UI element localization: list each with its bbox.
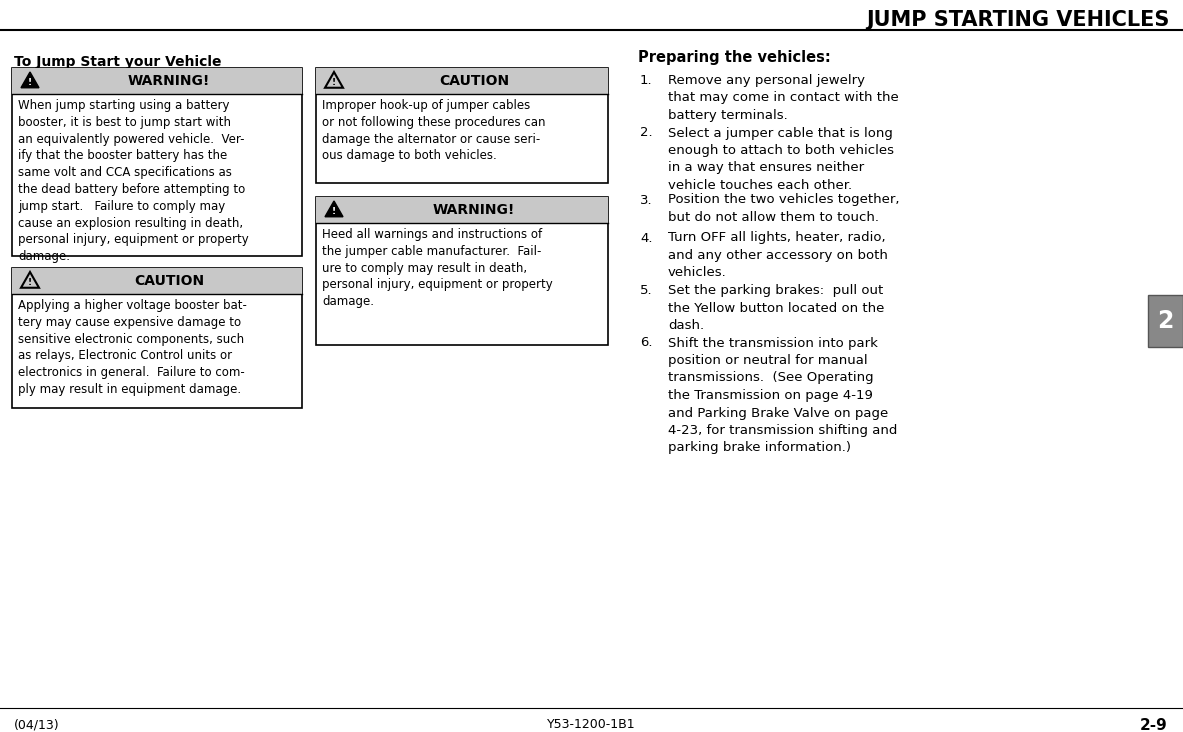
Text: WARNING!: WARNING! bbox=[433, 203, 515, 217]
Text: 6.: 6. bbox=[640, 337, 653, 349]
Polygon shape bbox=[21, 272, 39, 288]
Text: Preparing the vehicles:: Preparing the vehicles: bbox=[638, 50, 830, 65]
Text: JUMP STARTING VEHICLES: JUMP STARTING VEHICLES bbox=[867, 10, 1170, 30]
Text: !: ! bbox=[28, 278, 32, 287]
Text: 5.: 5. bbox=[640, 284, 653, 297]
Text: Improper hook-up of jumper cables
or not following these procedures can
damage t: Improper hook-up of jumper cables or not… bbox=[322, 99, 545, 163]
Text: !: ! bbox=[332, 207, 336, 216]
FancyBboxPatch shape bbox=[12, 268, 302, 294]
FancyBboxPatch shape bbox=[12, 268, 302, 408]
Text: 2.: 2. bbox=[640, 127, 653, 140]
Text: Applying a higher voltage booster bat-
tery may cause expensive damage to
sensit: Applying a higher voltage booster bat- t… bbox=[18, 299, 247, 396]
Polygon shape bbox=[325, 72, 343, 88]
Text: (04/13): (04/13) bbox=[14, 718, 59, 731]
FancyBboxPatch shape bbox=[316, 197, 608, 223]
Text: Turn OFF all lights, heater, radio,
and any other accessory on both
vehicles.: Turn OFF all lights, heater, radio, and … bbox=[668, 231, 888, 280]
Text: Y53-1200-1B1: Y53-1200-1B1 bbox=[547, 718, 635, 731]
FancyBboxPatch shape bbox=[12, 68, 302, 94]
Polygon shape bbox=[325, 201, 343, 217]
Text: 3.: 3. bbox=[640, 193, 653, 206]
FancyBboxPatch shape bbox=[1148, 295, 1183, 347]
Text: !: ! bbox=[332, 78, 336, 87]
FancyBboxPatch shape bbox=[316, 197, 608, 345]
Text: 2-9: 2-9 bbox=[1140, 718, 1168, 732]
Text: 4.: 4. bbox=[640, 231, 653, 244]
Text: WARNING!: WARNING! bbox=[128, 74, 211, 88]
FancyBboxPatch shape bbox=[316, 68, 608, 183]
Text: 1.: 1. bbox=[640, 74, 653, 87]
Text: Shift the transmission into park
position or neutral for manual
transmissions.  : Shift the transmission into park positio… bbox=[668, 337, 898, 455]
Text: Remove any personal jewelry
that may come in contact with the
battery terminals.: Remove any personal jewelry that may com… bbox=[668, 74, 899, 122]
Text: !: ! bbox=[28, 78, 32, 87]
Text: Heed all warnings and instructions of
the jumper cable manufacturer.  Fail-
ure : Heed all warnings and instructions of th… bbox=[322, 228, 552, 308]
FancyBboxPatch shape bbox=[316, 68, 608, 94]
Text: CAUTION: CAUTION bbox=[134, 274, 203, 288]
FancyBboxPatch shape bbox=[12, 68, 302, 256]
Polygon shape bbox=[21, 72, 39, 88]
Text: Set the parking brakes:  pull out
the Yellow button located on the
dash.: Set the parking brakes: pull out the Yel… bbox=[668, 284, 885, 332]
Text: Select a jumper cable that is long
enough to attach to both vehicles
in a way th: Select a jumper cable that is long enoug… bbox=[668, 127, 894, 192]
Text: To Jump Start your Vehicle: To Jump Start your Vehicle bbox=[14, 55, 221, 69]
Text: When jump starting using a battery
booster, it is best to jump start with
an equ: When jump starting using a battery boost… bbox=[18, 99, 248, 264]
Text: CAUTION: CAUTION bbox=[439, 74, 509, 88]
Text: Position the two vehicles together,
but do not allow them to touch.: Position the two vehicles together, but … bbox=[668, 193, 899, 224]
Text: 2: 2 bbox=[1157, 309, 1174, 333]
